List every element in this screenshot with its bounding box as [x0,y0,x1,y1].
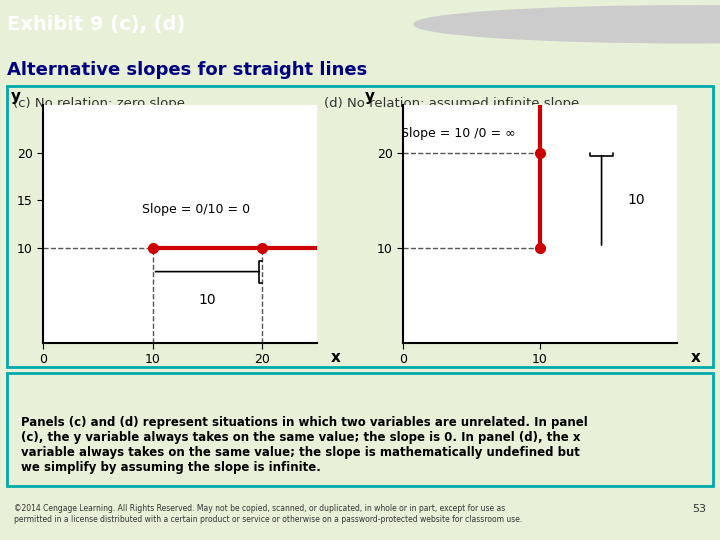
Text: y: y [365,89,375,104]
Text: (c) No relation: zero slope: (c) No relation: zero slope [13,97,185,110]
Text: Panels (c) and (d) represent situations in which two variables are unrelated. In: Panels (c) and (d) represent situations … [22,416,588,474]
Text: 10: 10 [199,293,216,307]
Text: y: y [10,89,20,104]
Text: ©2014 Cengage Learning. All Rights Reserved. May not be copied, scanned, or dupl: ©2014 Cengage Learning. All Rights Reser… [14,504,523,524]
Text: (d) No relation: assumed infinite slope: (d) No relation: assumed infinite slope [324,97,580,110]
Text: Slope = 0/10 = 0: Slope = 0/10 = 0 [143,204,251,217]
Text: 53: 53 [692,504,706,515]
Text: Exhibit 9 (c), (d): Exhibit 9 (c), (d) [7,15,186,34]
Text: x: x [330,350,341,365]
Text: 10: 10 [627,193,644,207]
Text: Alternative slopes for straight lines: Alternative slopes for straight lines [7,61,367,79]
FancyBboxPatch shape [7,373,713,486]
Circle shape [414,6,720,43]
Text: x: x [690,350,701,365]
Text: Slope = 10 /0 = ∞: Slope = 10 /0 = ∞ [400,127,516,140]
